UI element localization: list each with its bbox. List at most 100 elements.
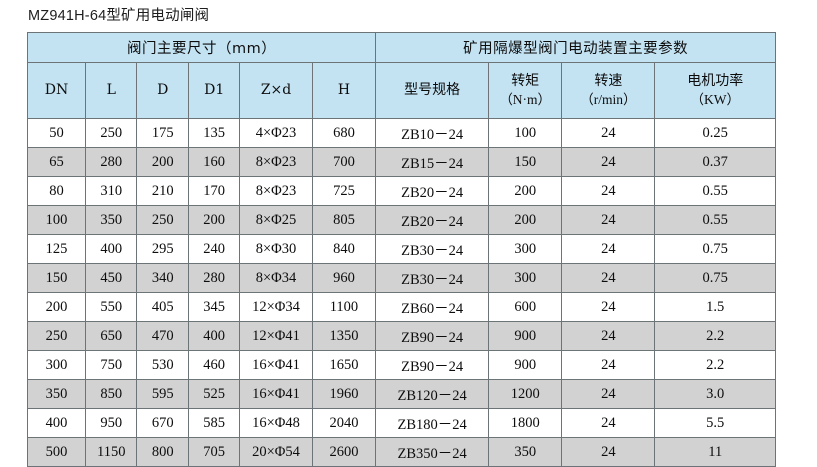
cell-dn: 80 xyxy=(26,176,87,206)
cell-power: 0.25 xyxy=(654,118,776,148)
cell-h: 700 xyxy=(311,147,377,177)
column-header-power-unit: （KW） xyxy=(690,91,740,107)
cell-l: 850 xyxy=(85,379,138,409)
cell-power: 1.5 xyxy=(654,292,776,322)
page-title: MZ941H-64型矿用电动闸阀 xyxy=(28,8,210,24)
cell-h: 1100 xyxy=(311,292,377,322)
cell-h: 2040 xyxy=(311,408,377,438)
cell-l: 400 xyxy=(85,234,138,264)
table-row: 150 450 340 280 8×Φ34 960 ZB30－24 300 24 0.75 xyxy=(26,263,776,293)
cell-zd: 8×Φ30 xyxy=(239,234,313,264)
cell-zd: 4×Φ23 xyxy=(239,118,313,148)
cell-d: 670 xyxy=(136,408,189,438)
cell-model: ZB30－24 xyxy=(375,263,490,293)
cell-l: 450 xyxy=(85,263,138,293)
cell-torque: 900 xyxy=(488,321,563,351)
cell-l: 250 xyxy=(85,118,138,148)
cell-power: 5.5 xyxy=(654,408,776,438)
page-root: MZ941H-64型矿用电动闸阀 阀门主要尺寸（mm） 矿用隔爆型阀门电动装置主… xyxy=(26,8,776,467)
cell-l: 950 xyxy=(85,408,138,438)
cell-zd: 16×Φ41 xyxy=(239,379,313,409)
group-header-valve-dimensions: 阀门主要尺寸（mm） xyxy=(26,32,377,63)
column-header-h: H xyxy=(311,62,377,119)
column-header-zd-label: Z×d xyxy=(260,82,292,99)
table-row: 400 950 670 585 16×Φ48 2040 ZB180－24 1800 24 5.5 xyxy=(26,408,776,438)
cell-h: 840 xyxy=(311,234,377,264)
column-header-torque-unit: （N·m） xyxy=(499,91,552,107)
cell-l: 750 xyxy=(85,350,138,380)
cell-dn: 100 xyxy=(26,205,87,235)
table-row: 80 310 210 170 8×Φ23 725 ZB20－24 200 24 0.55 xyxy=(26,176,776,206)
cell-dn: 300 xyxy=(26,350,87,380)
cell-h: 960 xyxy=(311,263,377,293)
cell-zd: 16×Φ48 xyxy=(239,408,313,438)
cell-d1: 170 xyxy=(187,176,241,206)
cell-dn: 350 xyxy=(26,379,87,409)
cell-d: 295 xyxy=(136,234,189,264)
column-header-l-label: L xyxy=(106,82,116,99)
column-header-speed-unit: （r/min） xyxy=(580,91,637,107)
cell-dn: 125 xyxy=(26,234,87,264)
cell-d1: 400 xyxy=(187,321,241,351)
cell-dn: 65 xyxy=(26,147,87,177)
cell-power: 0.75 xyxy=(654,263,776,293)
cell-d1: 200 xyxy=(187,205,241,235)
cell-l: 550 xyxy=(85,292,138,322)
cell-dn: 250 xyxy=(26,321,87,351)
table-row: 350 850 595 525 16×Φ41 1960 ZB120－24 1200 24 3.0 xyxy=(26,379,776,409)
cell-l: 650 xyxy=(85,321,138,351)
cell-model: ZB10－24 xyxy=(375,118,490,148)
column-header-power: 电机功率 （KW） xyxy=(654,62,776,119)
cell-model: ZB15－24 xyxy=(375,147,490,177)
cell-torque: 350 xyxy=(488,437,563,467)
cell-speed: 24 xyxy=(561,292,656,322)
cell-d1: 240 xyxy=(187,234,241,264)
table-group-header-row: 阀门主要尺寸（mm） 矿用隔爆型阀门电动装置主要参数 xyxy=(26,32,776,63)
column-header-d1-label: D1 xyxy=(204,82,225,99)
cell-d1: 460 xyxy=(187,350,241,380)
column-header-speed-label: 转速 xyxy=(594,72,623,89)
cell-h: 2600 xyxy=(311,437,377,467)
cell-zd: 8×Φ23 xyxy=(239,147,313,177)
cell-d1: 280 xyxy=(187,263,241,293)
cell-d: 175 xyxy=(136,118,189,148)
cell-torque: 200 xyxy=(488,205,563,235)
cell-power: 3.0 xyxy=(654,379,776,409)
cell-model: ZB20－24 xyxy=(375,176,490,206)
cell-zd: 8×Φ34 xyxy=(239,263,313,293)
cell-model: ZB60－24 xyxy=(375,292,490,322)
cell-h: 725 xyxy=(311,176,377,206)
cell-l: 310 xyxy=(85,176,138,206)
cell-torque: 1200 xyxy=(488,379,563,409)
cell-l: 350 xyxy=(85,205,138,235)
cell-l: 280 xyxy=(85,147,138,177)
cell-d: 250 xyxy=(136,205,189,235)
cell-d1: 345 xyxy=(187,292,241,322)
cell-torque: 100 xyxy=(488,118,563,148)
cell-model: ZB120－24 xyxy=(375,379,490,409)
cell-zd: 12×Φ34 xyxy=(239,292,313,322)
column-header-d1: D1 xyxy=(187,62,241,119)
cell-d: 800 xyxy=(136,437,189,467)
column-header-model: 型号规格 xyxy=(375,62,490,119)
cell-model: ZB90－24 xyxy=(375,321,490,351)
cell-model: ZB30－24 xyxy=(375,234,490,264)
cell-model: ZB350－24 xyxy=(375,437,490,467)
column-header-d-label: D xyxy=(157,82,169,99)
column-header-dn: DN xyxy=(26,62,87,119)
cell-model: ZB90－24 xyxy=(375,350,490,380)
cell-d: 210 xyxy=(136,176,189,206)
table-row: 50 250 175 135 4×Φ23 680 ZB10－24 100 24 0.25 xyxy=(26,118,776,148)
cell-d: 405 xyxy=(136,292,189,322)
cell-dn: 400 xyxy=(26,408,87,438)
cell-d: 530 xyxy=(136,350,189,380)
column-header-model-label: 型号规格 xyxy=(404,82,461,99)
cell-speed: 24 xyxy=(561,205,656,235)
cell-zd: 12×Φ41 xyxy=(239,321,313,351)
cell-torque: 600 xyxy=(488,292,563,322)
cell-d1: 705 xyxy=(187,437,241,467)
cell-zd: 16×Φ41 xyxy=(239,350,313,380)
cell-power: 0.55 xyxy=(654,205,776,235)
cell-torque: 1800 xyxy=(488,408,563,438)
cell-h: 680 xyxy=(311,118,377,148)
